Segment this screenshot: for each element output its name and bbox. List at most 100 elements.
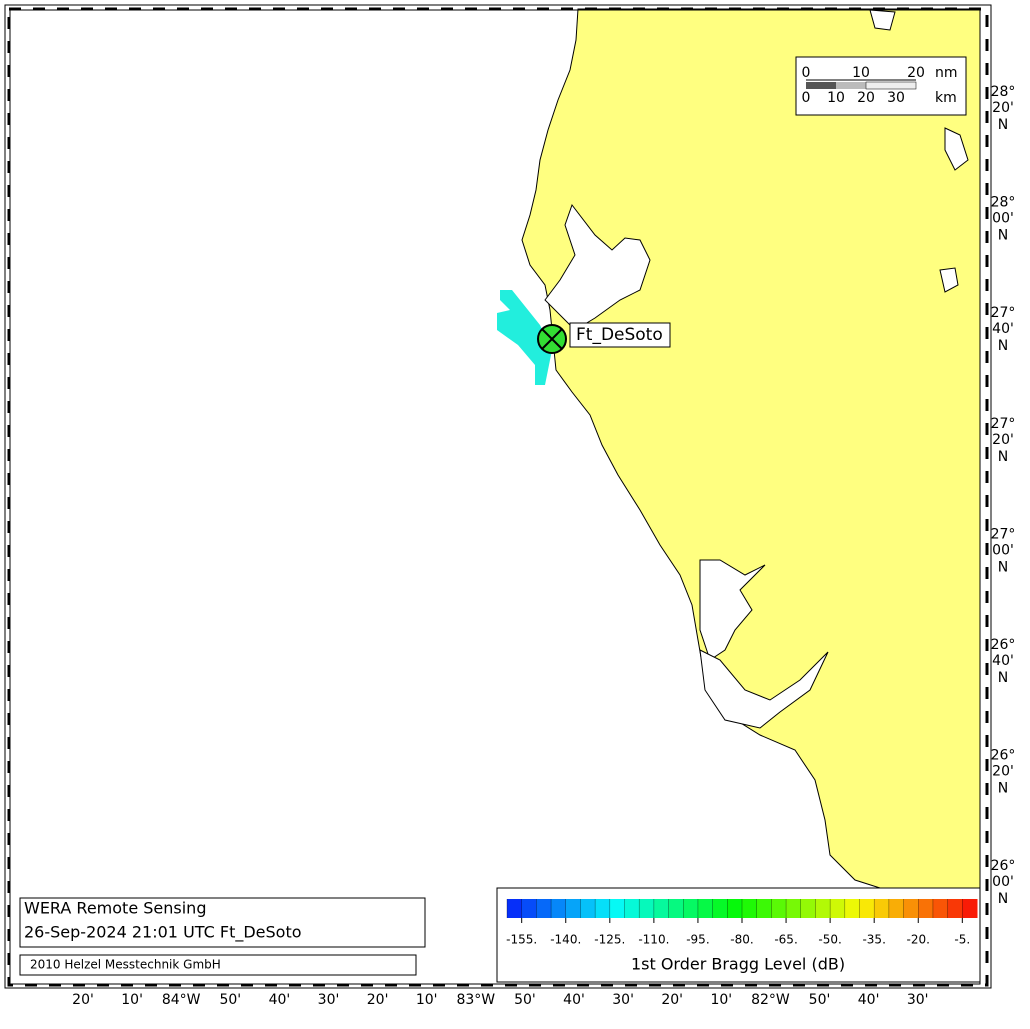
- colorbar-swatch: [712, 899, 728, 918]
- bay: [699, 559, 766, 661]
- info-box: [19, 897, 426, 948]
- lon-label: 20': [367, 992, 389, 1008]
- station-cross: [541, 328, 563, 350]
- lat-hem: N: [998, 781, 1008, 797]
- colorbar-swatch: [653, 899, 670, 918]
- lon-label: 10': [416, 992, 438, 1008]
- lon-label: 20': [661, 992, 683, 1008]
- land: [521, 8, 981, 889]
- scale-nm-label: 20: [907, 65, 925, 81]
- lat-hem: N: [998, 559, 1008, 575]
- lat-hem: N: [998, 117, 1008, 133]
- lat-deg: 27°: [991, 526, 1016, 542]
- lat-min: 00': [992, 211, 1014, 227]
- colorbar-swatch: [962, 899, 978, 918]
- colorbar-swatch: [932, 899, 949, 918]
- colorbar-tick-label: -95.: [686, 933, 709, 947]
- colorbar-swatch: [595, 899, 611, 918]
- lon-label: 30': [907, 992, 929, 1008]
- lat-min: 20': [992, 432, 1014, 448]
- lat-min: 40': [992, 653, 1014, 669]
- lon-label: 10': [710, 992, 732, 1008]
- colorbar-swatch: [786, 899, 802, 918]
- colorbar-swatch: [844, 899, 860, 918]
- scale-bar: [806, 82, 836, 89]
- lat-min: 20': [992, 764, 1014, 780]
- colorbar-tick-label: -140.: [550, 933, 581, 947]
- lon-label: 82°W: [751, 992, 790, 1008]
- lat-hem: N: [998, 228, 1008, 244]
- colorbar-swatch: [947, 899, 963, 918]
- colorbar-swatch: [742, 899, 758, 918]
- scale-km-label: 30: [887, 90, 905, 106]
- colorbar-swatch: [918, 899, 934, 918]
- copyright: 2010 Helzel Messtechnik GmbH: [30, 958, 221, 972]
- scale-nm-label: 0: [802, 65, 811, 81]
- scale-km-label: 20: [857, 90, 875, 106]
- colorbar-swatch: [639, 899, 655, 918]
- lat-deg: 27°: [991, 305, 1016, 321]
- lat-deg: 28°: [991, 84, 1016, 100]
- colorbar-tick-label: -35.: [862, 933, 885, 947]
- bay: [699, 649, 829, 729]
- colorbar-tick-label: -155.: [506, 933, 537, 947]
- lon-label: 83°W: [456, 992, 495, 1008]
- colorbar-swatch: [903, 899, 919, 918]
- lon-label: 10': [121, 992, 143, 1008]
- lon-label: 20': [72, 992, 94, 1008]
- lat-deg: 26°: [991, 637, 1016, 653]
- scale-km-unit: km: [935, 90, 957, 106]
- lake: [944, 127, 969, 171]
- colorbar-swatch: [697, 899, 714, 918]
- scale-km-label: 0: [802, 90, 811, 106]
- lat-hem: N: [998, 449, 1008, 465]
- frame-ticks: [7, 7, 989, 987]
- colorbar-swatch: [756, 899, 772, 918]
- lat-hem: N: [998, 891, 1008, 907]
- lat-hem: N: [998, 338, 1008, 354]
- scale-nm-unit: nm: [935, 65, 958, 81]
- colorbar-swatch: [507, 899, 523, 918]
- colorbar-tick-label: -5.: [954, 933, 970, 947]
- colorbar-tick-label: -20.: [907, 933, 930, 947]
- info-timestamp: 26-Sep-2024 21:01 UTC Ft_DeSoto: [24, 923, 302, 943]
- lat-min: 20': [992, 100, 1014, 116]
- frame-outer: [4, 4, 992, 989]
- lat-hem: N: [998, 670, 1008, 686]
- colorbar-swatch: [727, 899, 743, 918]
- colorbar-swatch: [565, 899, 581, 918]
- lat-min: 40': [992, 321, 1014, 337]
- colorbar-tick-label: -110.: [638, 933, 669, 947]
- scale-bar: [836, 82, 866, 89]
- colorbar-swatch: [536, 899, 552, 918]
- lake: [869, 9, 896, 31]
- lat-min: 00': [992, 542, 1014, 558]
- lon-label: 30': [318, 992, 340, 1008]
- bay: [544, 203, 651, 331]
- lake: [939, 267, 959, 293]
- scale-nm-label: 10: [852, 65, 870, 81]
- colorbar-swatch: [859, 899, 875, 918]
- lat-min: 00': [992, 874, 1014, 890]
- colorbar-tick-label: -50.: [818, 933, 841, 947]
- colorbar-swatch: [624, 899, 640, 918]
- colorbar-swatch: [815, 899, 831, 918]
- coverage: [497, 290, 552, 385]
- lat-deg: 26°: [991, 858, 1016, 874]
- info-title: WERA Remote Sensing: [24, 899, 206, 918]
- colorbar-swatch: [683, 899, 699, 918]
- colorbar-tick-label: -80.: [730, 933, 753, 947]
- colorbar-swatch: [609, 899, 625, 918]
- colorbar-swatch: [551, 899, 567, 918]
- lon-label: 50': [809, 992, 831, 1008]
- colorbar-swatch: [830, 899, 846, 918]
- scale-bar: [865, 81, 917, 90]
- frame-inner: [9, 9, 981, 985]
- colorbar-swatch: [874, 899, 890, 918]
- copyright-box: [19, 954, 417, 976]
- lon-label: 50': [219, 992, 241, 1008]
- colorbar-swatch: [888, 899, 905, 918]
- colorbar-swatch: [521, 899, 537, 918]
